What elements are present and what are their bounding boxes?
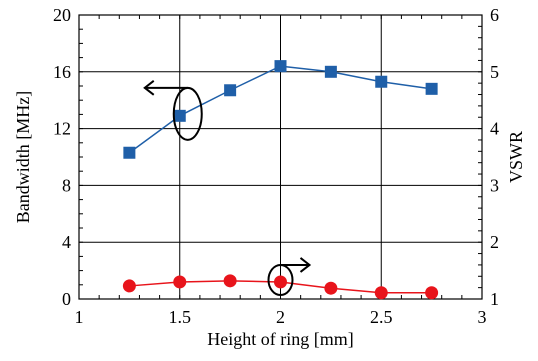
series-0-point: [425, 82, 438, 95]
y-left-tick-label: 20: [53, 5, 71, 25]
series-0-point: [123, 146, 136, 159]
y-right-tick-label: 2: [490, 232, 499, 252]
y-right-tick-label: 6: [490, 5, 499, 25]
y-right-axis-title: VSWR: [506, 131, 526, 183]
y-left-tick-label: 12: [53, 119, 71, 139]
indicator-arrowhead: [143, 80, 155, 96]
x-tick-labels: 1 1.5 2 2.5 3: [75, 307, 487, 327]
x-tick-label: 1: [75, 307, 84, 327]
series-layer: [122, 60, 439, 300]
x-tick-label: 2.5: [370, 307, 393, 327]
series-0-point: [324, 65, 337, 78]
y-left-tick-labels: 0 4 8 12 16 20: [53, 5, 71, 309]
y-right-tick-label: 4: [490, 119, 499, 139]
series-1-point: [223, 274, 237, 288]
right-axis-indicator: [267, 257, 312, 296]
y-right-tick-label: 3: [490, 175, 499, 195]
series-1-point: [324, 281, 338, 295]
left-axis-indicator: [143, 80, 203, 141]
grid-lines: [79, 15, 482, 299]
plot-frame: [78, 14, 483, 300]
y-left-axis-title: Bandwidth [MHz]: [13, 91, 33, 223]
series-1-point: [122, 279, 136, 293]
series-0-point: [224, 84, 237, 97]
series-1-point: [374, 286, 388, 300]
x-axis-title: Height of ring [mm]: [207, 329, 353, 349]
y-right-tick-labels: 1 2 3 4 5 6: [490, 5, 499, 309]
indicator-arrowhead: [299, 257, 312, 273]
x-tick-label: 3: [478, 307, 487, 327]
series-0-point: [375, 75, 388, 88]
series-0-point: [173, 109, 186, 122]
x-tick-label: 2: [276, 307, 285, 327]
y-left-tick-label: 0: [62, 289, 71, 309]
y-left-tick-label: 4: [62, 232, 71, 252]
y-right-tick-label: 5: [490, 62, 499, 82]
annotation-layer: [143, 80, 312, 296]
series-1-point: [425, 286, 439, 300]
series-1-point: [274, 275, 287, 289]
y-right-tick-label: 1: [490, 289, 499, 309]
series-0-point: [274, 60, 287, 73]
y-left-tick-label: 8: [62, 175, 71, 195]
x-tick-label: 1.5: [169, 307, 192, 327]
series-1-point: [173, 275, 187, 289]
y-left-tick-label: 16: [53, 62, 71, 82]
